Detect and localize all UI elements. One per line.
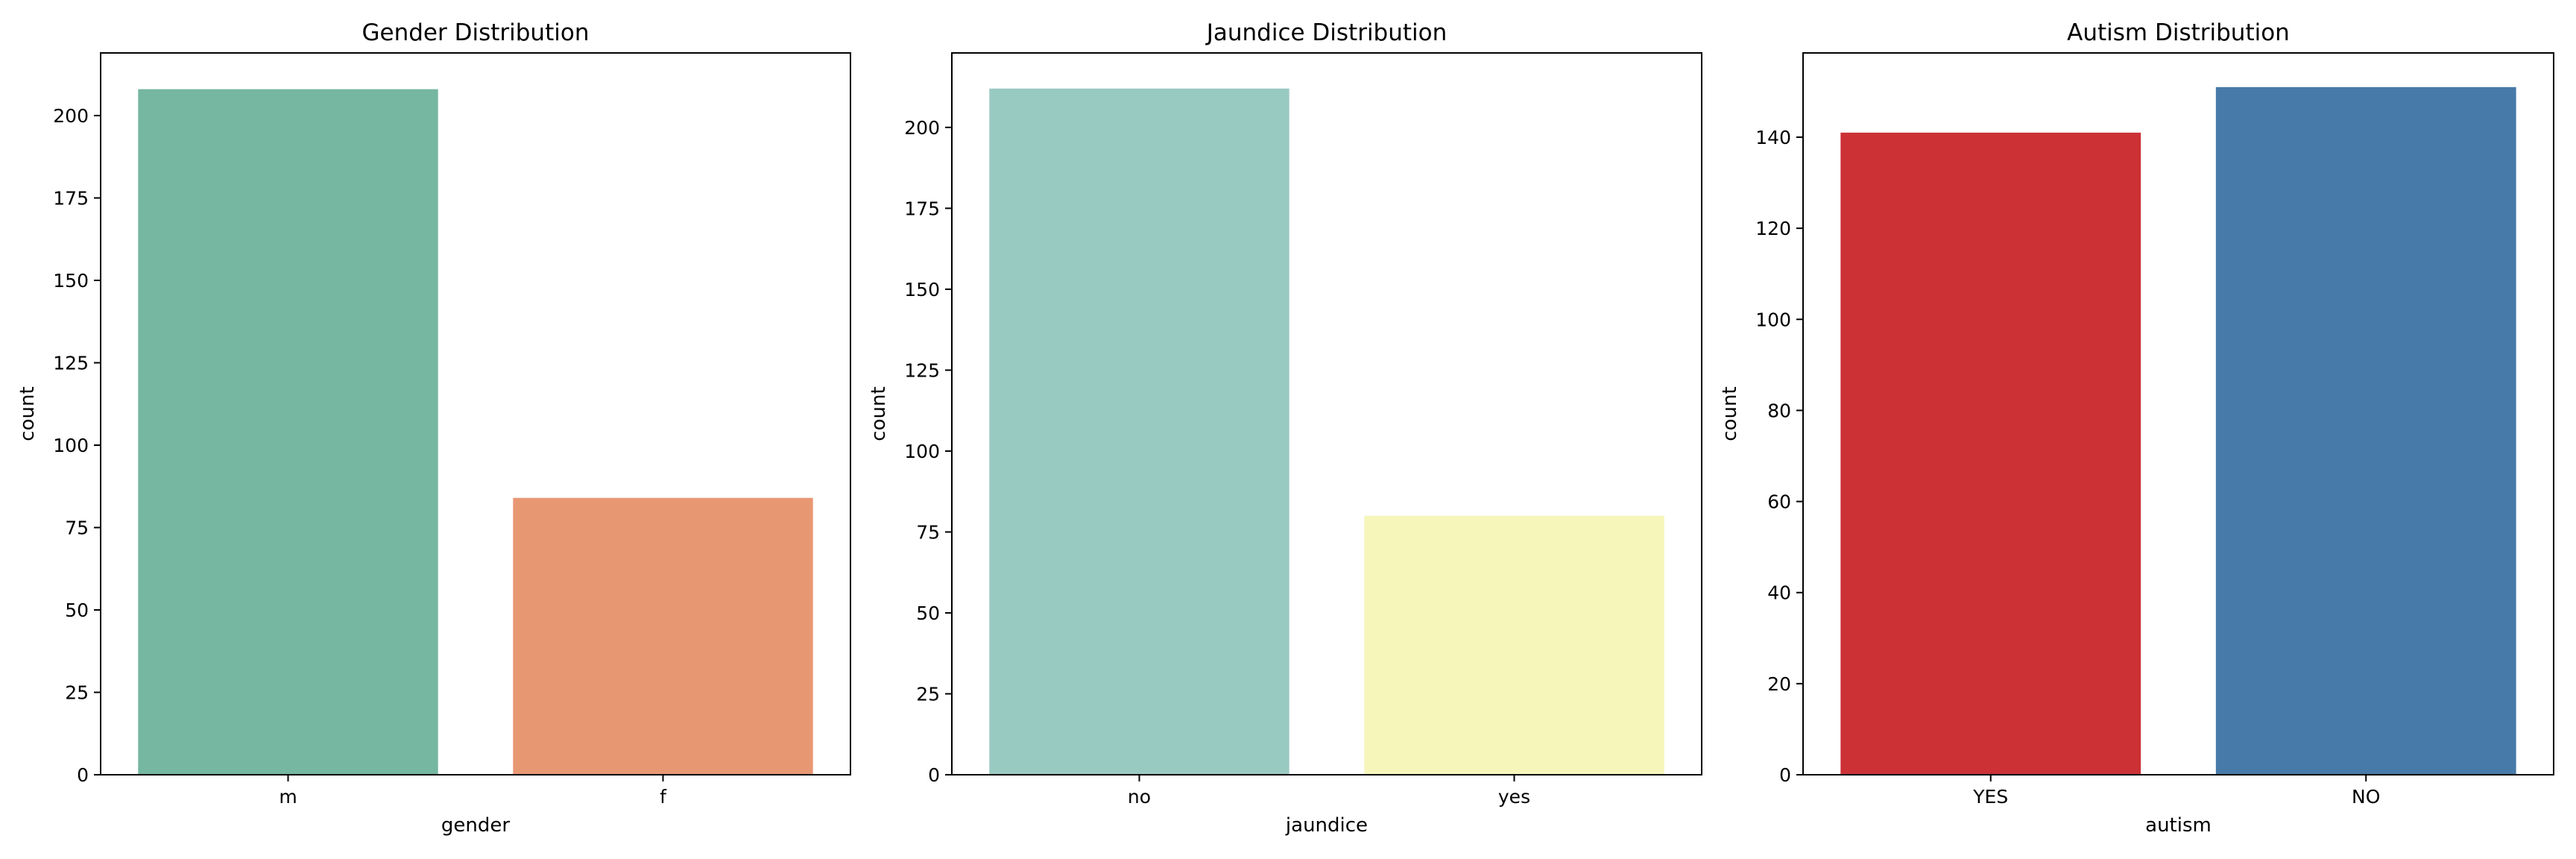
x-tick-label: f xyxy=(660,786,667,808)
axes-frame xyxy=(100,52,851,775)
y-tick-label: 150 xyxy=(53,270,89,292)
x-axis-label: jaundice xyxy=(1285,814,1368,837)
y-tick-label: 200 xyxy=(53,105,89,127)
y-tick-label: 20 xyxy=(1767,673,1791,695)
x-tick-label: YES xyxy=(1972,786,2008,808)
bar-f xyxy=(513,497,813,775)
y-tick-label: 40 xyxy=(1767,582,1791,604)
y-tick-label: 100 xyxy=(904,441,940,462)
bar-no xyxy=(989,88,1289,775)
y-tick-label: 125 xyxy=(904,359,940,381)
x-axis-label: gender xyxy=(441,814,510,837)
y-tick-label: 0 xyxy=(1779,764,1791,786)
y-tick-label: 50 xyxy=(916,602,940,624)
x-axis-label: autism xyxy=(2145,814,2212,837)
y-tick-label: 200 xyxy=(904,117,940,139)
axes-frame xyxy=(951,52,1702,775)
y-tick-label: 0 xyxy=(77,764,89,786)
y-tick-label: 150 xyxy=(904,279,940,301)
chart-title: Gender Distribution xyxy=(362,19,590,46)
x-tick-label: NO xyxy=(2352,786,2380,808)
y-tick-label: 100 xyxy=(1755,309,1791,330)
y-tick-label: 60 xyxy=(1767,491,1791,513)
y-axis-label: count xyxy=(868,386,890,441)
y-tick-label: 50 xyxy=(65,600,89,621)
y-axis-label: count xyxy=(1719,386,1741,441)
y-tick-label: 175 xyxy=(904,198,940,219)
chart-panel-2: 0 25 50 75 100 125 150 175 200 no yes Jaundice Dist… xyxy=(868,19,1702,837)
y-axis-label: count xyxy=(16,386,39,441)
bar-yes xyxy=(1364,515,1664,775)
x-tick-label: no xyxy=(1128,786,1151,808)
bar-m xyxy=(138,89,438,775)
x-tick-label: yes xyxy=(1498,786,1530,808)
y-tick-label: 75 xyxy=(65,517,89,538)
y-tick-label: 0 xyxy=(928,764,940,786)
y-tick-label: 125 xyxy=(53,352,89,374)
y-tick-label: 75 xyxy=(916,521,940,543)
axes-frame xyxy=(1802,52,2554,775)
y-tick-label: 175 xyxy=(53,187,89,209)
bar-NO xyxy=(2215,86,2516,775)
y-tick-label: 100 xyxy=(53,435,89,456)
y-tick-label: 25 xyxy=(916,683,940,705)
y-tick-label: 140 xyxy=(1755,127,1791,148)
y-tick-label: 25 xyxy=(65,682,89,703)
chart-title: Jaundice Distribution xyxy=(1205,19,1448,46)
chart-panel-3: 0 20 40 60 80 100 120 140 YES NO Autism Distributi… xyxy=(1719,19,2554,837)
x-tick-label: m xyxy=(279,786,297,808)
y-tick-label: 80 xyxy=(1767,400,1791,421)
chart-title: Autism Distribution xyxy=(2067,19,2290,46)
bar-YES xyxy=(1840,132,2141,775)
y-tick-label: 120 xyxy=(1755,218,1791,239)
chart-panel-1: 0 25 50 75 100 125 150 175 200 m f Gender Distribut… xyxy=(16,19,851,837)
